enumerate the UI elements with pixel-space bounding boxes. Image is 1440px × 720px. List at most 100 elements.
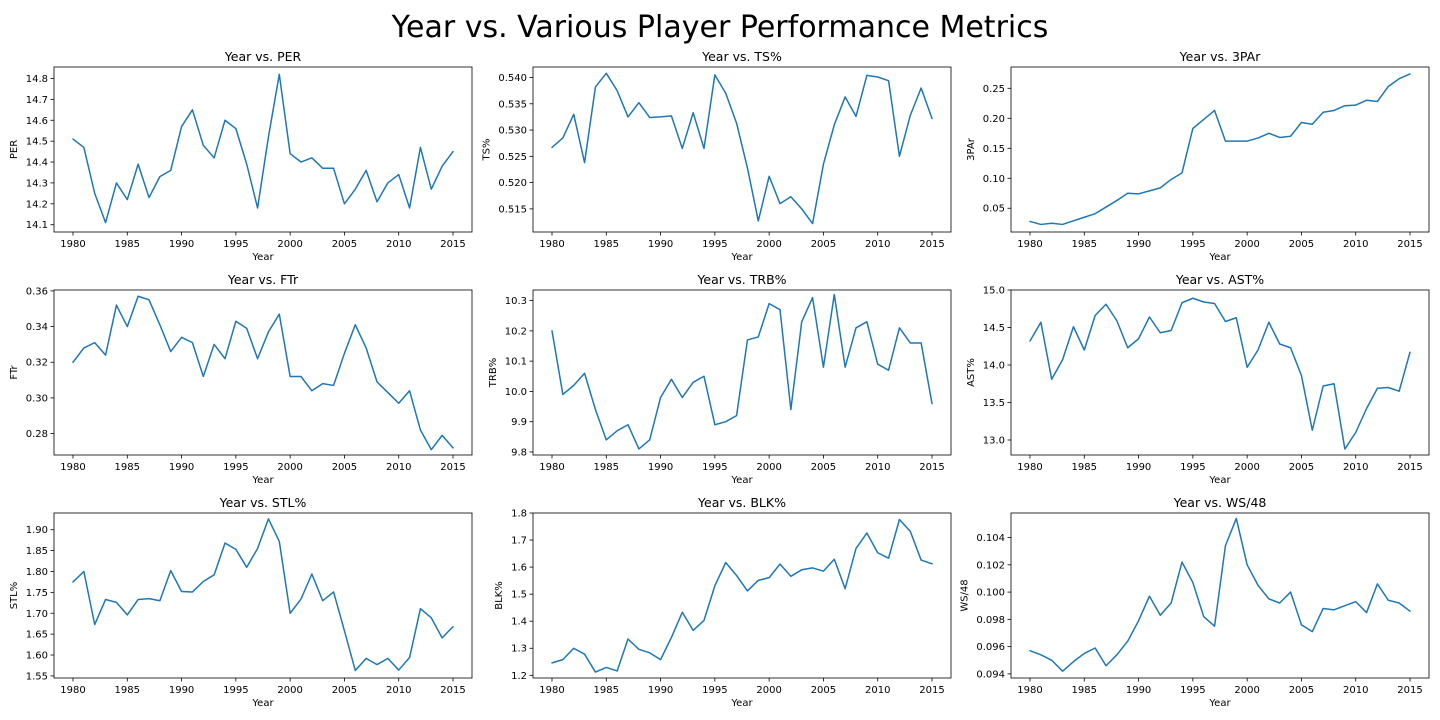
series-line-trb-pct xyxy=(551,293,933,450)
y-axis-label: AST% xyxy=(966,358,977,387)
subplot-title: Year vs. BLK% xyxy=(697,495,786,510)
y-tick-label: 1.8 xyxy=(511,509,527,520)
y-tick-label: 0.20 xyxy=(983,114,1005,125)
x-tick-label: 1995 xyxy=(1180,239,1205,250)
x-tick-label: 1995 xyxy=(1180,685,1205,696)
y-tick-label: 0.094 xyxy=(976,669,1005,680)
subplot-title: Year vs. FTr xyxy=(227,272,299,287)
subplot-ts-pct: Year vs. TS% 1980 1985 1990 1995 2000 2005 2010… xyxy=(482,49,952,263)
y-tick-label: 0.10 xyxy=(983,174,1005,185)
y-tick-label: 0.520 xyxy=(498,178,527,189)
x-tick-label: 2005 xyxy=(332,685,357,696)
y-tick-label: 14.7 xyxy=(26,95,48,106)
x-tick-label: 2000 xyxy=(756,685,781,696)
x-tick-label: 1990 xyxy=(1126,239,1151,250)
y-tick-label: 13.0 xyxy=(983,436,1005,447)
y-tick-label: 1.3 xyxy=(511,644,527,655)
x-tick-label: 1995 xyxy=(223,239,248,250)
y-tick-label: 14.4 xyxy=(26,158,48,169)
series-line-stl-pct xyxy=(72,518,454,672)
y-tick-label: 10.3 xyxy=(505,296,527,307)
figure-suptitle: Year vs. Various Player Performance Metr… xyxy=(391,10,1049,45)
y-axis-label: PER xyxy=(9,140,20,159)
x-tick-label: 1995 xyxy=(223,685,248,696)
y-tick-label: 0.100 xyxy=(976,588,1005,599)
plot-frame xyxy=(1010,66,1430,233)
subplot-title: Year vs. WS/48 xyxy=(1173,495,1267,510)
x-tick-label: 1985 xyxy=(1072,685,1097,696)
x-tick-label: 1985 xyxy=(115,462,140,473)
y-tick-label: 1.5 xyxy=(511,590,527,601)
x-tick-label: 2005 xyxy=(811,239,836,250)
y-tick-label: 0.540 xyxy=(498,73,527,84)
x-tick-label: 2005 xyxy=(332,462,357,473)
y-tick-label: 0.34 xyxy=(26,322,48,333)
x-tick-label: 2005 xyxy=(1289,239,1314,250)
y-tick-label: 10.0 xyxy=(505,387,527,398)
y-tick-label: 0.530 xyxy=(498,126,527,137)
x-tick-label: 1990 xyxy=(648,239,673,250)
x-tick-label: 1990 xyxy=(169,239,194,250)
x-axis-label: Year xyxy=(730,252,753,263)
x-tick-label: 1995 xyxy=(702,239,727,250)
x-axis-label: Year xyxy=(730,698,753,709)
subplot-title: Year vs. PER xyxy=(224,49,302,64)
y-tick-label: 0.104 xyxy=(976,533,1005,544)
y-tick-label: 0.05 xyxy=(983,204,1005,215)
y-tick-label: 14.0 xyxy=(983,361,1005,372)
y-tick-label: 14.5 xyxy=(26,137,48,148)
x-tick-label: 2015 xyxy=(919,462,944,473)
y-tick-label: 14.8 xyxy=(26,74,48,85)
series-line-ws-48 xyxy=(1029,517,1411,672)
x-axis-label: Year xyxy=(251,475,274,486)
plot-frame xyxy=(53,289,473,456)
x-axis-label: Year xyxy=(730,475,753,486)
x-tick-label: 2015 xyxy=(1397,685,1422,696)
x-tick-label: 2010 xyxy=(386,239,411,250)
x-tick-label: 1985 xyxy=(594,239,619,250)
x-tick-label: 2000 xyxy=(1234,239,1259,250)
subplot-grid: Year vs. PER 1980 1985 1990 1995 2000 2005 2010… xyxy=(9,49,1430,709)
subplot-blk-pct: Year vs. BLK% 1980 1985 1990 1995 2000 2005 201… xyxy=(494,495,952,709)
y-tick-label: 1.75 xyxy=(26,588,48,599)
x-tick-label: 2005 xyxy=(1289,462,1314,473)
x-tick-label: 1985 xyxy=(594,685,619,696)
x-tick-label: 2000 xyxy=(756,462,781,473)
y-tick-label: 10.2 xyxy=(505,326,527,337)
x-tick-label: 1995 xyxy=(223,462,248,473)
subplot-stl-pct: Year vs. STL% 1980 1985 1990 1995 2000 2005 201… xyxy=(9,495,473,709)
x-tick-label: 2015 xyxy=(1397,462,1422,473)
x-tick-label: 1980 xyxy=(1017,462,1042,473)
x-tick-label: 1980 xyxy=(1017,239,1042,250)
x-tick-label: 2005 xyxy=(811,462,836,473)
subplot-3par: Year vs. 3PAr 1980 1985 1990 1995 2000 2005 201… xyxy=(966,49,1430,263)
x-tick-label: 1980 xyxy=(539,685,564,696)
x-tick-label: 2000 xyxy=(756,239,781,250)
subplot-per: Year vs. PER 1980 1985 1990 1995 2000 2005 2010… xyxy=(9,49,473,263)
x-tick-label: 2010 xyxy=(1343,685,1368,696)
y-axis-label: 3PAr xyxy=(966,137,977,161)
y-tick-label: 1.6 xyxy=(511,563,527,574)
y-tick-label: 0.102 xyxy=(976,560,1005,571)
y-tick-label: 0.535 xyxy=(498,99,527,110)
y-tick-label: 15.0 xyxy=(983,286,1005,297)
subplot-trb-pct: Year vs. TRB% 1980 1985 1990 1995 2000 2005 201… xyxy=(488,272,952,486)
plot-frame xyxy=(532,289,952,456)
y-tick-label: 0.36 xyxy=(26,286,48,297)
x-tick-label: 2015 xyxy=(1397,239,1422,250)
x-tick-label: 2005 xyxy=(332,239,357,250)
series-line-3par xyxy=(1029,73,1411,226)
y-tick-label: 0.32 xyxy=(26,358,48,369)
y-axis-label: STL% xyxy=(9,582,20,610)
y-tick-label: 1.7 xyxy=(511,536,527,547)
y-tick-label: 10.1 xyxy=(505,357,527,368)
x-tick-label: 1985 xyxy=(1072,462,1097,473)
x-tick-label: 2010 xyxy=(386,462,411,473)
x-tick-label: 2010 xyxy=(865,685,890,696)
y-axis-label: TRB% xyxy=(488,358,499,388)
x-tick-label: 1990 xyxy=(169,462,194,473)
plot-frame xyxy=(532,66,952,233)
x-tick-label: 2000 xyxy=(277,462,302,473)
x-tick-label: 1980 xyxy=(539,462,564,473)
y-tick-label: 14.5 xyxy=(983,323,1005,334)
